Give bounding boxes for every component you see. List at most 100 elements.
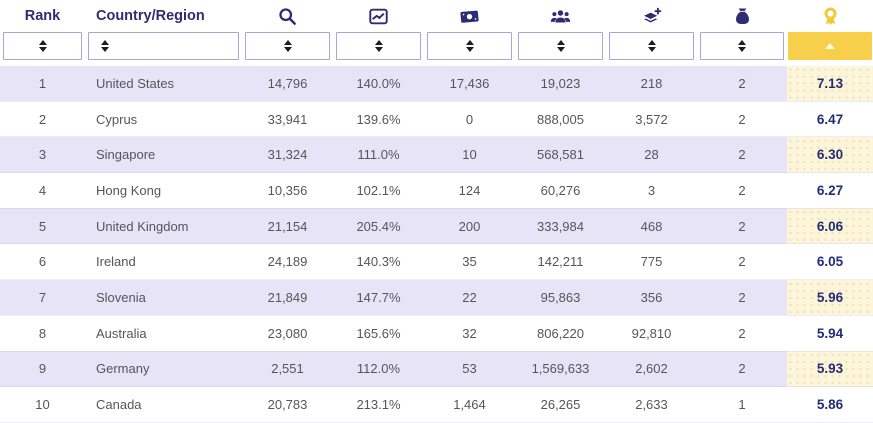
trend-sort-control[interactable] <box>336 32 421 60</box>
value-cell: 2 <box>697 243 787 280</box>
score-cell: 5.93 <box>787 351 873 387</box>
value-cell: 53 <box>424 351 515 387</box>
country-cell: Singapore <box>85 136 242 173</box>
value-cell: 147.7% <box>333 279 424 316</box>
sort-arrows-icon <box>38 40 47 52</box>
country-cell: Australia <box>85 315 242 351</box>
rank-cell: 9 <box>0 351 85 387</box>
value-cell: 213.1% <box>333 386 424 423</box>
value-cell: 3 <box>606 172 697 209</box>
country-column-header: Country/Region <box>96 8 205 24</box>
sort-arrows-icon <box>465 40 474 52</box>
trend-chart-icon <box>368 6 389 27</box>
value-cell: 112.0% <box>333 351 424 387</box>
value-cell: 21,849 <box>242 279 333 316</box>
moneybag-column-header <box>697 0 787 32</box>
rank-cell: 8 <box>0 315 85 351</box>
score-cell: 5.86 <box>787 386 873 423</box>
value-cell: 21,154 <box>242 208 333 244</box>
sort-up-arrow-icon <box>825 43 835 49</box>
score-sort-control-active[interactable] <box>788 32 872 60</box>
table-header-row: Rank Country/Region <box>0 0 873 32</box>
layers-sort-control[interactable] <box>609 32 694 60</box>
money-column-header <box>424 0 515 32</box>
value-cell: 139.6% <box>333 101 424 137</box>
search-icon <box>277 6 298 27</box>
value-cell: 568,581 <box>515 136 606 173</box>
moneybag-sort-control[interactable] <box>700 32 784 60</box>
value-cell: 2 <box>697 66 787 102</box>
value-cell: 3,572 <box>606 101 697 137</box>
value-cell: 2,551 <box>242 351 333 387</box>
sort-arrows-icon <box>374 40 383 52</box>
money-bag-icon <box>732 6 753 27</box>
rank-cell: 6 <box>0 243 85 280</box>
country-sort-control[interactable] <box>88 32 239 60</box>
value-cell: 31,324 <box>242 136 333 173</box>
table-row: 6 Ireland 24,189 140.3% 35 142,211 775 2 6.05 <box>0 243 873 280</box>
value-cell: 140.0% <box>333 66 424 102</box>
table-row: 3 Singapore 31,324 111.0% 10 568,581 28 2 6.30 <box>0 136 873 173</box>
value-cell: 468 <box>606 208 697 244</box>
country-sort-cell <box>85 32 242 66</box>
value-cell: 95,863 <box>515 279 606 316</box>
country-cell: United States <box>85 66 242 102</box>
rank-cell: 10 <box>0 386 85 423</box>
value-cell: 10,356 <box>242 172 333 209</box>
country-cell: Cyprus <box>85 101 242 137</box>
value-cell: 200 <box>424 208 515 244</box>
rank-sort-control[interactable] <box>3 32 82 60</box>
users-sort-cell <box>515 32 606 66</box>
value-cell: 140.3% <box>333 243 424 280</box>
table-row: 7 Slovenia 21,849 147.7% 22 95,863 356 2 5.96 <box>0 279 873 316</box>
value-cell: 2 <box>697 351 787 387</box>
value-cell: 218 <box>606 66 697 102</box>
country-cell: Germany <box>85 351 242 387</box>
award-medal-icon <box>820 6 841 27</box>
sort-arrows-icon <box>101 40 109 52</box>
layers-column-header <box>606 0 697 32</box>
value-cell: 33,941 <box>242 101 333 137</box>
value-cell: 1 <box>697 386 787 423</box>
rank-sort-cell <box>0 32 85 66</box>
score-cell: 5.96 <box>787 279 873 316</box>
value-cell: 2,633 <box>606 386 697 423</box>
value-cell: 60,276 <box>515 172 606 209</box>
score-cell: 6.06 <box>787 208 873 244</box>
value-cell: 0 <box>424 101 515 137</box>
sort-arrows-icon <box>556 40 565 52</box>
table-row: 8 Australia 23,080 165.6% 32 806,220 92,810 2 5.… <box>0 315 873 351</box>
value-cell: 2 <box>697 315 787 351</box>
score-sort-cell <box>787 32 873 66</box>
value-cell: 205.4% <box>333 208 424 244</box>
money-sort-cell <box>424 32 515 66</box>
value-cell: 10 <box>424 136 515 173</box>
value-cell: 124 <box>424 172 515 209</box>
value-cell: 2 <box>697 279 787 316</box>
value-cell: 142,211 <box>515 243 606 280</box>
value-cell: 806,220 <box>515 315 606 351</box>
value-cell: 14,796 <box>242 66 333 102</box>
search-column-header <box>242 0 333 32</box>
search-sort-cell <box>242 32 333 66</box>
value-cell: 165.6% <box>333 315 424 351</box>
search-sort-control[interactable] <box>245 32 330 60</box>
score-cell: 6.27 <box>787 172 873 209</box>
money-sort-control[interactable] <box>427 32 512 60</box>
country-cell: Ireland <box>85 243 242 280</box>
score-cell: 7.13 <box>787 66 873 102</box>
value-cell: 775 <box>606 243 697 280</box>
users-sort-control[interactable] <box>518 32 603 60</box>
sort-arrows-icon <box>738 40 746 52</box>
value-cell: 356 <box>606 279 697 316</box>
table-row: 2 Cyprus 33,941 139.6% 0 888,005 3,572 2 6.47 <box>0 101 873 137</box>
value-cell: 32 <box>424 315 515 351</box>
sort-arrows-icon <box>283 40 292 52</box>
value-cell: 2 <box>697 136 787 173</box>
rank-column-header: Rank <box>24 8 61 24</box>
table-body: 1 United States 14,796 140.0% 17,436 19,023 21… <box>0 66 873 423</box>
rank-cell: 7 <box>0 279 85 316</box>
layers-plus-icon <box>641 6 662 27</box>
rank-cell: 3 <box>0 136 85 173</box>
value-cell: 17,436 <box>424 66 515 102</box>
